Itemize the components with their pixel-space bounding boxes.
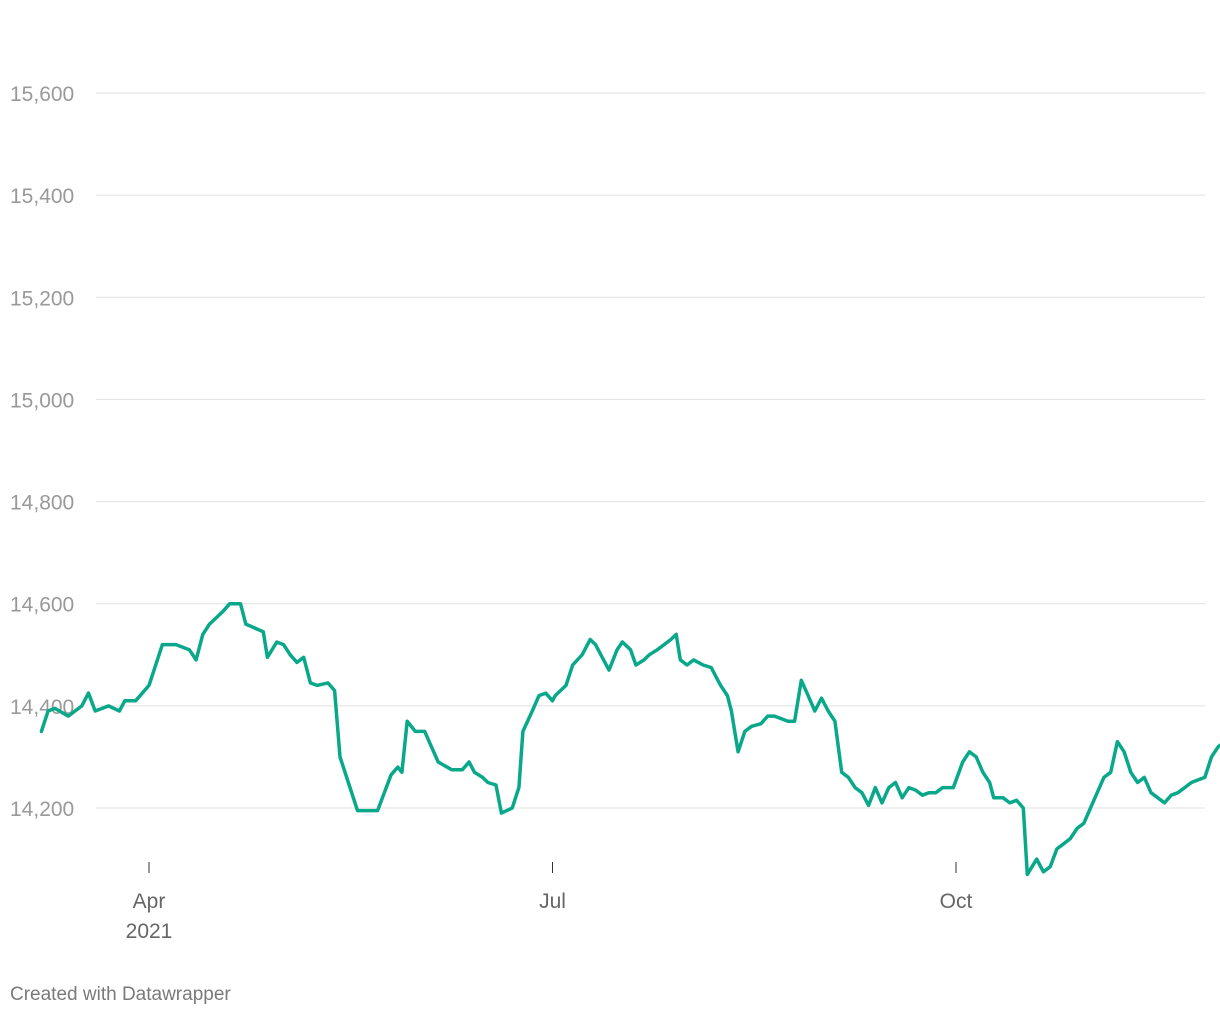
x-tick-year-label: 2021 [126,920,173,943]
gridlines [96,92,1205,809]
y-tick-label: 15,400 [10,185,74,208]
y-tick-label: 15,200 [10,287,74,310]
series-line-index [39,601,1220,877]
x-tick-label: Jul [539,890,566,913]
y-tick-label: 14,400 [10,696,74,719]
y-tick-label: 15,000 [10,389,74,412]
y-tick-label: 14,600 [10,594,74,617]
y-axis-tick-labels: 14,200 14,400 14,600 14,800 15,000 15,200 15,4… [10,83,74,821]
credit-text: Created with Datawrapper [10,984,231,1005]
x-axis: Apr2021JulOctJan2022AprJulOctJan2023 [126,862,973,943]
x-tick-label: Oct [940,890,973,913]
y-tick-label: 15,600 [10,83,74,106]
series-group [39,601,1220,877]
y-tick-label: 14,200 [10,798,74,821]
x-tick-label: Apr [133,890,166,913]
y-tick-label: 14,800 [10,492,74,515]
